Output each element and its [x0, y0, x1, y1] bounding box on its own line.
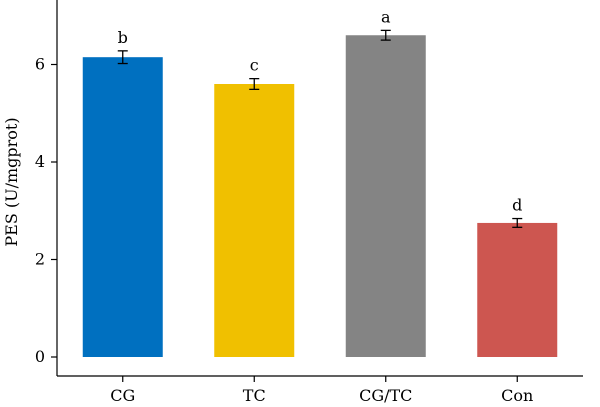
x-tick-label: TC — [243, 386, 266, 405]
bar-cg — [82, 57, 163, 357]
significance-labels-group: b c a d — [118, 7, 523, 214]
significance-label: d — [512, 196, 522, 215]
y-tick-label: 2 — [35, 250, 45, 269]
y-tick-label: 6 — [35, 55, 45, 74]
error-bar — [249, 77, 260, 91]
x-tick-label: CG — [110, 386, 135, 405]
y-tick-label: 4 — [35, 152, 45, 171]
x-tick-label: Con — [501, 386, 533, 405]
bar-tc — [214, 84, 295, 357]
bars-group — [82, 35, 558, 357]
x-tick-label: CG/TC — [359, 386, 412, 405]
x-axis: CG TC CG/TC Con — [57, 375, 583, 405]
error-bar — [512, 217, 523, 228]
significance-label: b — [118, 28, 128, 47]
significance-label: a — [381, 7, 391, 26]
significance-label: c — [250, 56, 259, 75]
error-bar — [380, 29, 391, 41]
bar-con — [477, 222, 558, 357]
y-tick-label: 0 — [35, 347, 45, 366]
y-axis: 0 2 4 6 — [35, 0, 58, 376]
error-bars-group — [117, 29, 523, 228]
error-bar — [117, 50, 128, 65]
y-axis-title: PES (U/mgprot) — [2, 117, 21, 246]
bar-cg-tc — [345, 35, 426, 357]
